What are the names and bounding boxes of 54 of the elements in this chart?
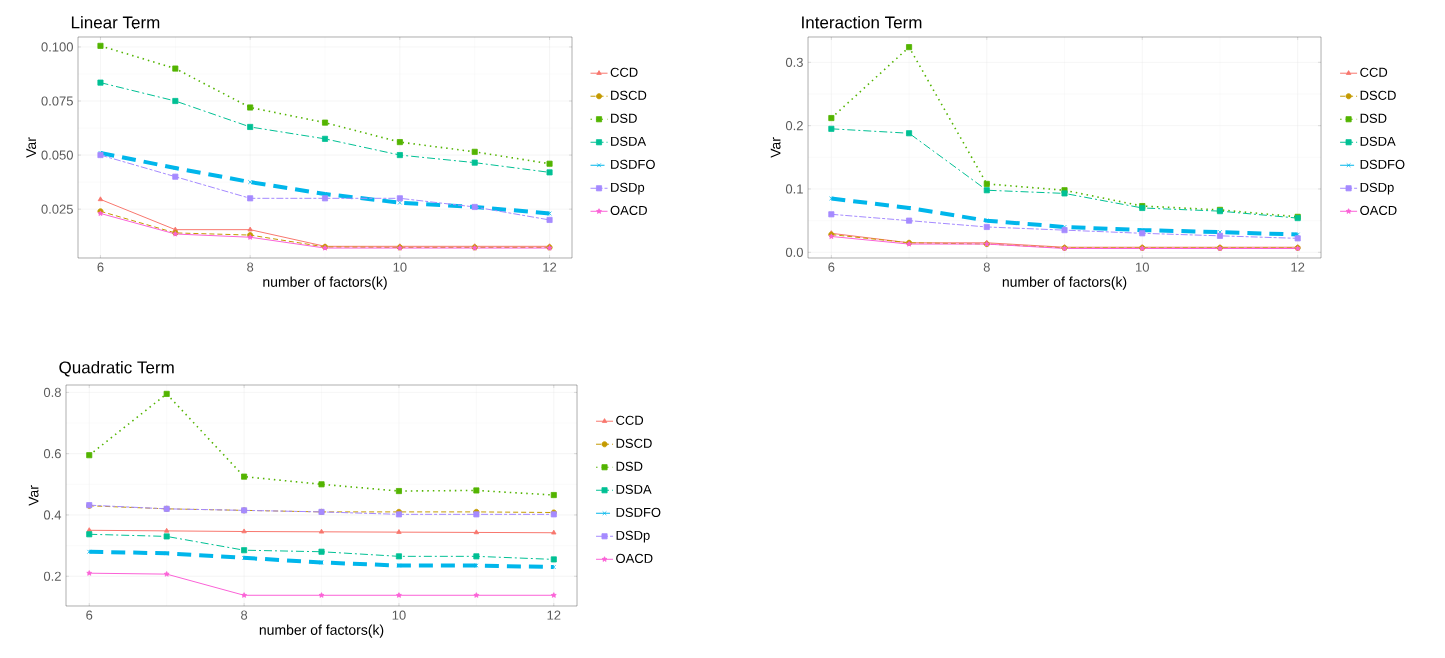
legend-label: DSD [611, 113, 637, 123]
y-tick-label: 0.025 [41, 204, 73, 214]
y-tick-label: 0.3 [785, 57, 803, 67]
x-tick-label: 6 [97, 262, 104, 272]
legend-label: OACD [1360, 205, 1397, 215]
y-tick-label: 0.1 [785, 184, 803, 194]
legend-label: CCD [616, 415, 644, 425]
chart-title: Linear Term [71, 16, 160, 29]
legend-label: DSD [1360, 113, 1387, 123]
y-axis-title: Var [28, 485, 39, 506]
x-tick-label: 8 [247, 262, 254, 272]
legend-label: DSDp [1360, 182, 1394, 195]
x-tick-label: 8 [983, 262, 990, 272]
legend-label: OACD [610, 205, 647, 215]
chart-title: Quadratic Term [59, 360, 174, 377]
x-axis-title: number of factors(k) [259, 624, 384, 638]
x-tick-label: 6 [828, 262, 835, 272]
legend-label: DSDp [616, 530, 650, 543]
x-tick-label: 8 [241, 610, 248, 620]
y-tick-label: 0.8 [43, 387, 61, 397]
x-tick-label: 12 [1291, 262, 1305, 272]
legend-label: CCD [1360, 67, 1388, 77]
x-tick-label: 10 [1136, 262, 1149, 272]
y-tick-label: 0.075 [41, 96, 73, 106]
y-axis-title: Var [26, 137, 37, 158]
y-tick-label: 0.100 [41, 42, 73, 52]
y-tick-label: 0.050 [41, 150, 73, 160]
x-axis-title: number of factors(k) [1002, 276, 1127, 290]
y-axis-title: Var [770, 137, 781, 158]
legend-label: DSDp [611, 182, 645, 195]
y-tick-label: 0.6 [43, 449, 61, 459]
x-tick-label: 12 [543, 262, 557, 272]
legend-label: OACD [616, 553, 653, 563]
legend-label: DSDFO [616, 507, 661, 517]
legend-label: DSCD [1360, 90, 1396, 100]
y-tick-label: 0.2 [43, 571, 61, 581]
y-tick-label: 0.2 [785, 121, 803, 131]
legend-label: DSDA [616, 484, 652, 494]
x-tick-label: 10 [393, 262, 407, 272]
legend-label: DSCD [616, 438, 652, 448]
legend-label: DSDFO [1360, 159, 1405, 169]
legend-label: DSCD [611, 90, 647, 100]
x-tick-label: 6 [86, 610, 93, 620]
legend-label: DSDFO [611, 159, 655, 169]
x-tick-label: 12 [547, 610, 561, 620]
y-tick-label: 0.0 [785, 247, 803, 257]
x-axis-title: number of factors(k) [263, 276, 387, 290]
legend-label: DSDA [1360, 136, 1396, 146]
x-tick-label: 10 [392, 610, 406, 620]
legend-label: DSDA [611, 136, 647, 146]
legend-label: DSD [616, 461, 643, 471]
chart-title: Interaction Term [802, 16, 922, 29]
y-tick-label: 0.4 [43, 510, 62, 520]
legend-label: CCD [610, 67, 638, 77]
